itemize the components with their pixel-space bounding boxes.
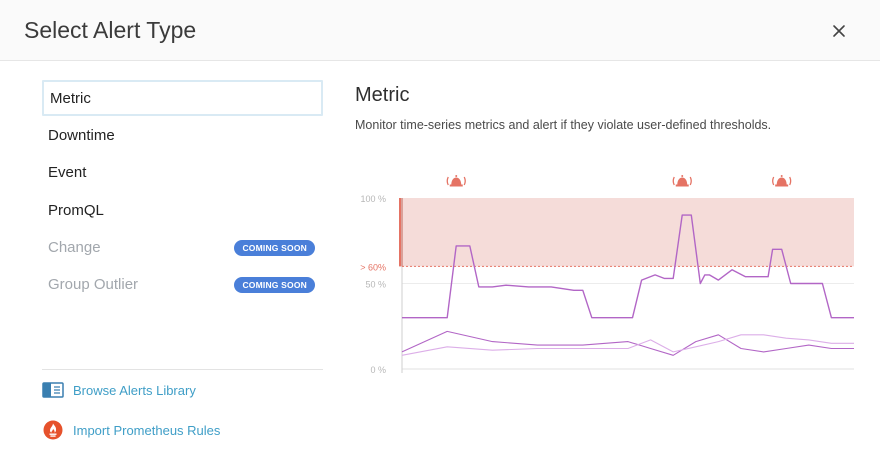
close-button[interactable] [826, 18, 852, 44]
dialog-title: Select Alert Type [24, 17, 197, 43]
detail-description: Monitor time-series metrics and alert if… [355, 118, 772, 132]
book-icon [42, 379, 64, 401]
alert-type-downtime[interactable]: Downtime [42, 117, 323, 153]
y-tick-label: 50 % [365, 280, 386, 290]
dialog-header: Select Alert Type [0, 0, 880, 61]
sidebar-divider [42, 369, 323, 370]
alert-type-metric[interactable]: Metric [42, 80, 323, 116]
alert-type-event[interactable]: Event [42, 155, 323, 191]
threshold-label: > 60% [360, 262, 386, 272]
alert-type-list: Metric Downtime Event PromQL Change COMI… [42, 80, 323, 304]
y-tick-label: 0 % [370, 365, 386, 375]
series-line [402, 214, 854, 319]
alert-type-label: PromQL [48, 201, 104, 219]
y-tick-label: 100 % [360, 194, 386, 204]
browse-alerts-library-label: Browse Alerts Library [73, 382, 196, 398]
alert-type-label: Event [48, 164, 87, 182]
alert-type-label: Downtime [48, 126, 115, 144]
alert-type-promql[interactable]: PromQL [42, 192, 323, 228]
alert-type-change: Change COMING SOON [42, 230, 323, 266]
alarm-bell-icon [772, 175, 792, 187]
alert-type-label: Metric [50, 89, 91, 107]
metric-preview-chart: 100 % 50 % 0 % > 60% [360, 175, 854, 375]
alert-type-label: Change [48, 239, 101, 257]
coming-soon-badge: COMING SOON [234, 276, 315, 293]
import-prometheus-rules-label: Import Prometheus Rules [73, 422, 221, 438]
alert-type-group-outlier: Group Outlier COMING SOON [42, 267, 323, 303]
browse-alerts-library-link[interactable]: Browse Alerts Library [42, 379, 196, 401]
coming-soon-badge: COMING SOON [234, 239, 315, 256]
alarm-bell-icon [672, 175, 692, 187]
close-icon [833, 25, 845, 37]
series-line [401, 334, 854, 356]
detail-title: Metric [355, 84, 410, 106]
prometheus-icon [42, 419, 64, 441]
alert-region [402, 198, 854, 267]
series-line [401, 330, 854, 356]
alarm-bell-icon [446, 175, 466, 187]
alert-region-edge [399, 198, 403, 267]
import-prometheus-rules-link[interactable]: Import Prometheus Rules [42, 419, 220, 441]
alert-type-label: Group Outlier [48, 276, 139, 294]
